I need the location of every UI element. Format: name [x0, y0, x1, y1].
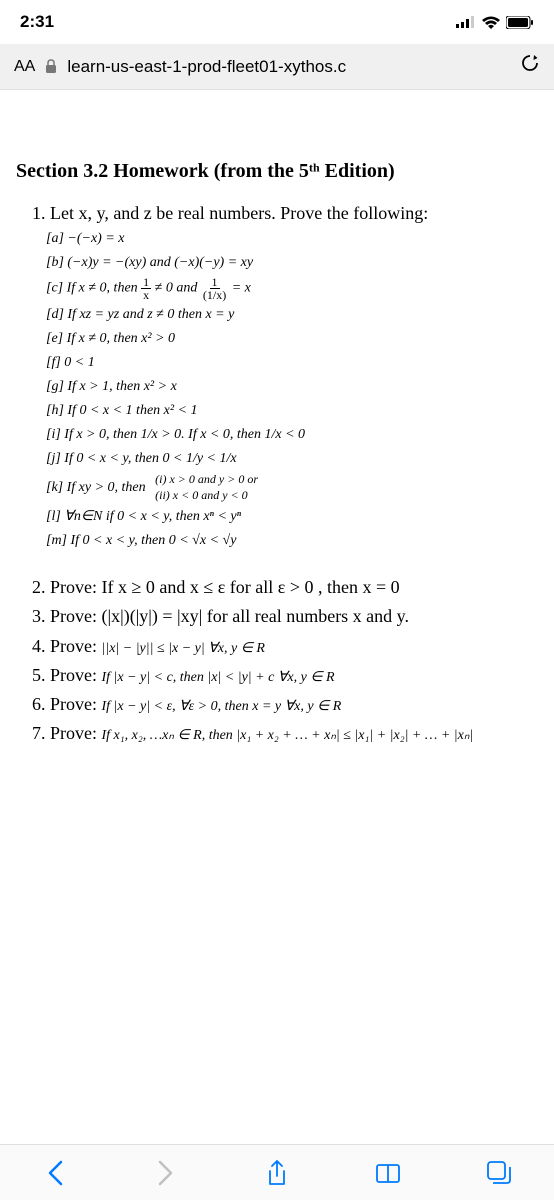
- status-bar: 2:31: [0, 0, 554, 44]
- frac-1-over-invx: 1(1/x): [201, 276, 228, 301]
- reload-button[interactable]: [520, 53, 540, 80]
- item-k-cases: (i) x > 0 and y > 0 or (ii) x < 0 and y …: [155, 472, 258, 503]
- tabs-button[interactable]: [484, 1158, 514, 1188]
- item-j: [j] If 0 < x < y, then 0 < 1/y < 1/x: [46, 448, 538, 469]
- problem-5: 5. Prove: If |x − y| < c, then |x| < |y|…: [32, 663, 538, 688]
- share-button[interactable]: [262, 1158, 292, 1188]
- problem-4-pre: 4. Prove:: [32, 636, 102, 656]
- battery-icon: [506, 16, 534, 29]
- bookmarks-button[interactable]: [373, 1158, 403, 1188]
- frac-1-over-x: 1x: [141, 276, 151, 301]
- problem-2: 2. Prove: If x ≥ 0 and x ≤ ε for all ε >…: [32, 575, 538, 600]
- problem-5-math: If |x − y| < c, then |x| < |y| + c ∀x, y…: [102, 670, 335, 685]
- item-g: [g] If x > 1, then x² > x: [46, 376, 538, 397]
- problem-6-math: If |x − y| < ε, ∀ε > 0, then x = y ∀x, y…: [102, 699, 342, 714]
- forward-button[interactable]: [151, 1158, 181, 1188]
- item-i: [i] If x > 0, then 1/x > 0. If x < 0, th…: [46, 424, 538, 445]
- lock-icon: [45, 59, 57, 74]
- document-content: Section 3.2 Homework (from the 5ᵗʰ Editi…: [0, 90, 554, 770]
- item-e: [e] If x ≠ 0, then x² > 0: [46, 328, 538, 349]
- problem-7: 7. Prove: If x₁, x₂, …xₙ ∈ R, then |x₁ +…: [32, 721, 538, 746]
- item-f: [f] 0 < 1: [46, 352, 538, 373]
- back-button[interactable]: [40, 1158, 70, 1188]
- signal-icon: [456, 16, 476, 28]
- item-m: [m] If 0 < x < y, then 0 < √x < √y: [46, 530, 538, 551]
- item-c-pre: [c] If x ≠ 0, then: [46, 281, 141, 296]
- problem-7-pre: 7. Prove:: [32, 723, 102, 743]
- item-b: [b] (−x)y = −(xy) and (−x)(−y) = xy: [46, 252, 538, 273]
- item-k: [k] If xy > 0, then (i) x > 0 and y > 0 …: [46, 472, 538, 503]
- problem-6: 6. Prove: If |x − y| < ε, ∀ε > 0, then x…: [32, 692, 538, 717]
- address-bar: AA learn-us-east-1-prod-fleet01-xythos.c: [0, 44, 554, 90]
- url-text[interactable]: learn-us-east-1-prod-fleet01-xythos.c: [67, 57, 510, 77]
- item-k-case-i: (i) x > 0 and y > 0 or: [155, 472, 258, 488]
- problem-4-math: ||x| − |y|| ≤ |x − y| ∀x, y ∈ R: [102, 641, 265, 656]
- item-c: [c] If x ≠ 0, then 1x ≠ 0 and 1(1/x) = x: [46, 276, 538, 301]
- problem-6-pre: 6. Prove:: [32, 694, 102, 714]
- problems-2-7: 2. Prove: If x ≥ 0 and x ≤ ε for all ε >…: [32, 575, 538, 746]
- section-title: Section 3.2 Homework (from the 5ᵗʰ Editi…: [16, 160, 538, 183]
- wifi-icon: [482, 16, 500, 29]
- item-h: [h] If 0 < x < 1 then x² < 1: [46, 400, 538, 421]
- item-a: [a] −(−x) = x: [46, 228, 538, 249]
- text-size-button[interactable]: AA: [14, 58, 35, 76]
- problem-4: 4. Prove: ||x| − |y|| ≤ |x − y| ∀x, y ∈ …: [32, 634, 538, 659]
- item-k-pre: [k] If xy > 0, then: [46, 480, 146, 495]
- status-icons: [456, 16, 534, 29]
- status-time: 2:31: [20, 12, 54, 32]
- item-k-case-ii: (ii) x < 0 and y < 0: [155, 488, 258, 504]
- problem-1: 1. Let x, y, and z be real numbers. Prov…: [32, 203, 538, 551]
- problem-7-math: If x₁, x₂, …xₙ ∈ R, then |x₁ + x₂ + … + …: [102, 728, 474, 743]
- problem-1-intro: 1. Let x, y, and z be real numbers. Prov…: [32, 203, 538, 224]
- item-l: [l] ∀n∈N if 0 < x < y, then xⁿ < yⁿ: [46, 506, 538, 527]
- item-c-mid: ≠ 0 and: [155, 281, 201, 296]
- item-d: [d] If xz = yz and z ≠ 0 then x = y: [46, 304, 538, 325]
- problem-3: 3. Prove: (|x|)(|y|) = |xy| for all real…: [32, 604, 538, 629]
- problem-5-pre: 5. Prove:: [32, 665, 102, 685]
- bottom-nav: [0, 1144, 554, 1200]
- item-c-post: = x: [232, 281, 251, 296]
